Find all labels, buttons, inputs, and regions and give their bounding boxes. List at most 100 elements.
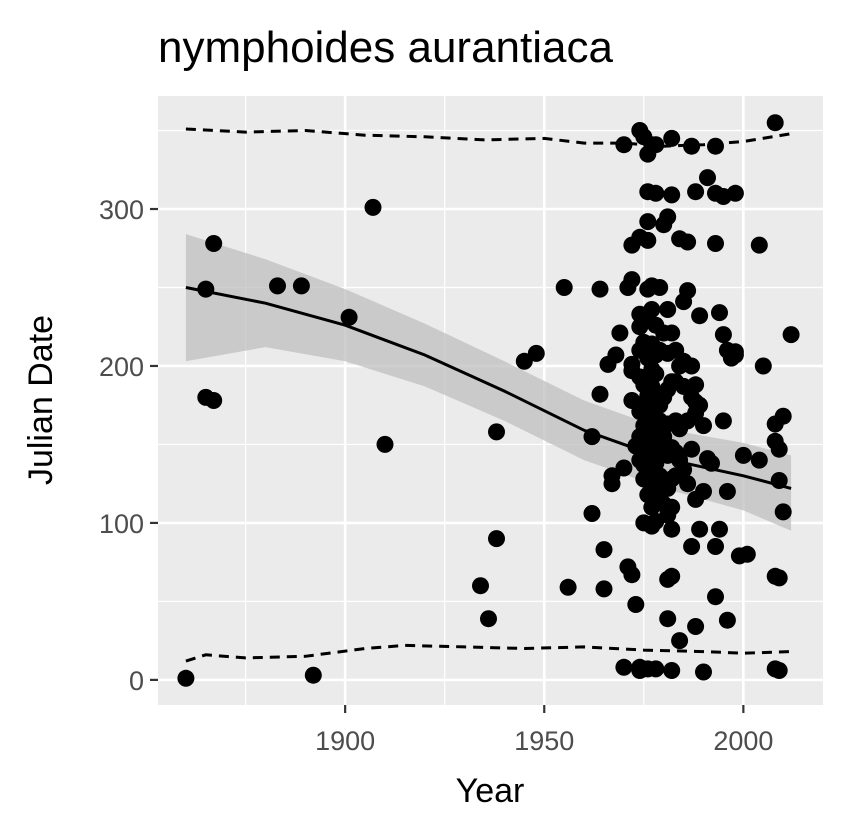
trend-line	[185, 286, 792, 490]
data-point	[659, 208, 677, 226]
data-point	[340, 308, 358, 326]
data-point	[774, 503, 792, 521]
data-point	[679, 282, 697, 300]
data-point	[651, 279, 669, 296]
data-point	[364, 198, 382, 216]
data-point	[663, 498, 681, 516]
data-point	[718, 611, 736, 629]
data-point	[750, 236, 768, 254]
data-point	[627, 596, 645, 613]
data-point	[687, 183, 705, 201]
data-point	[559, 578, 577, 596]
data-point	[488, 423, 505, 441]
data-points	[177, 114, 800, 687]
data-point	[583, 428, 601, 446]
data-point	[643, 301, 661, 318]
data-point	[611, 324, 629, 342]
x-axis-title: Year	[456, 772, 525, 810]
data-point	[292, 277, 310, 295]
y-tick-label: 300	[99, 195, 144, 225]
data-point	[663, 662, 681, 679]
data-point	[707, 235, 724, 252]
data-point	[770, 472, 788, 489]
data-point	[603, 475, 621, 493]
upper-dashed-curve	[185, 127, 792, 148]
data-point	[269, 277, 286, 295]
data-point	[304, 666, 322, 684]
data-point	[675, 461, 693, 479]
data-point	[687, 376, 705, 394]
data-point	[774, 407, 792, 425]
data-point	[663, 129, 681, 147]
data-point	[376, 435, 394, 453]
data-point	[738, 545, 756, 563]
data-point	[726, 184, 744, 202]
data-point	[683, 137, 701, 155]
data-point	[695, 663, 712, 681]
data-point	[711, 520, 728, 538]
data-point	[714, 326, 732, 344]
major-gridlines	[158, 96, 823, 705]
data-point	[770, 662, 788, 679]
data-point	[782, 326, 800, 344]
data-point	[750, 451, 768, 469]
chart-title: nymphoides aurantiaca	[158, 23, 613, 72]
data-point	[734, 446, 752, 464]
x-tick-label: 2000	[713, 726, 773, 756]
data-point	[205, 392, 223, 409]
data-point	[691, 396, 709, 414]
data-point	[691, 520, 709, 538]
data-point	[527, 344, 545, 362]
data-point	[663, 567, 681, 585]
data-point	[639, 231, 657, 249]
data-point	[679, 475, 697, 493]
data-point	[639, 213, 657, 231]
data-point	[647, 136, 665, 154]
data-point	[591, 385, 609, 403]
data-point	[687, 618, 705, 635]
data-point	[699, 169, 716, 187]
data-point	[711, 304, 728, 322]
y-axis-ticks: 0 100 200 300	[99, 195, 158, 696]
x-tick-label: 1950	[514, 726, 574, 756]
data-point	[683, 440, 701, 458]
data-point	[615, 459, 633, 477]
data-point	[663, 520, 681, 538]
data-point	[770, 440, 788, 458]
data-point	[707, 137, 724, 155]
data-point	[615, 136, 633, 154]
data-point	[591, 280, 609, 298]
y-tick-label: 200	[99, 352, 144, 382]
data-point	[555, 279, 573, 296]
data-point	[703, 454, 720, 472]
data-point	[515, 352, 533, 370]
data-point	[488, 530, 505, 548]
data-point	[671, 632, 689, 650]
data-point	[659, 610, 677, 628]
data-point	[683, 357, 701, 375]
data-point	[695, 417, 712, 435]
data-point	[718, 483, 736, 500]
data-point	[647, 365, 665, 383]
data-point	[480, 610, 497, 628]
data-point	[197, 280, 215, 298]
data-point	[707, 538, 724, 555]
data-point	[615, 658, 633, 676]
data-point	[663, 186, 681, 204]
y-tick-label: 100	[99, 509, 144, 539]
data-point	[647, 660, 665, 678]
data-point	[607, 346, 625, 364]
y-tick-label: 0	[129, 666, 144, 696]
data-point	[659, 301, 677, 318]
data-point	[583, 505, 601, 522]
data-point	[177, 669, 195, 687]
data-point	[754, 357, 772, 375]
data-point	[683, 538, 701, 555]
data-point	[663, 324, 681, 342]
y-axis-title: Julian Date	[22, 315, 60, 485]
data-point	[707, 588, 724, 606]
x-tick-label: 1900	[315, 726, 375, 756]
data-point	[691, 307, 709, 325]
